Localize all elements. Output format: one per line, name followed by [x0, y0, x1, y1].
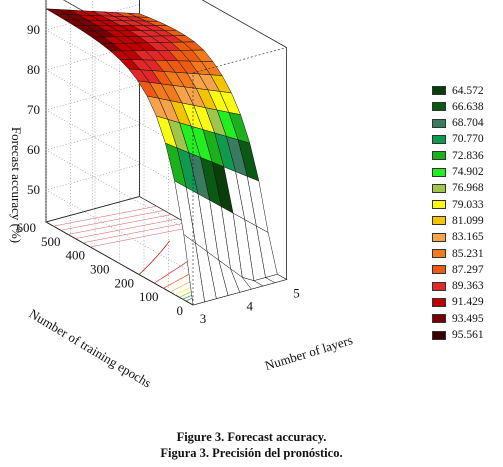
y-tick-label: 0: [177, 303, 184, 318]
legend-item: 89.363: [432, 280, 484, 293]
floor-contour-line: [82, 222, 187, 244]
legend-item: 74.902: [432, 166, 484, 179]
legend-swatch: [432, 330, 446, 340]
legend-item: 76.968: [432, 182, 484, 195]
legend-item: 85.231: [432, 247, 484, 260]
z-axis-label: Forecast accuracy (%): [9, 127, 24, 243]
legend-item: 64.572: [432, 84, 484, 97]
x-tick-label: 4: [247, 298, 254, 313]
legend-label: 74.902: [452, 166, 484, 178]
floor-contour-line: [53, 205, 157, 227]
y-tick-label: 200: [115, 275, 135, 290]
legend-label: 66.638: [452, 100, 484, 113]
y-axis-label: Number of training epochs: [27, 306, 154, 391]
z-tick-label: 50: [27, 182, 40, 197]
floor-contour-line: [90, 226, 194, 248]
y-tick-label: 100: [139, 289, 159, 304]
z-tick-label: 60: [27, 142, 40, 157]
legend-swatch: [432, 86, 446, 95]
legend-item: 93.495: [432, 312, 484, 325]
legend-label: 72.836: [452, 149, 484, 162]
legend-swatch: [432, 265, 446, 275]
legend-item: 81.099: [432, 214, 484, 227]
legend-label: 70.770: [452, 133, 484, 146]
floor-contour-line: [75, 218, 179, 239]
legend-item: 95.561: [432, 329, 484, 342]
legend-label: 79.033: [452, 198, 484, 211]
legend-swatch: [432, 151, 446, 161]
legend-label: 76.968: [452, 182, 484, 195]
caption-spanish: Figura 3. Precisión del pronóstico.: [160, 446, 343, 460]
legend-item: 70.770: [432, 133, 484, 146]
legend-swatch: [432, 102, 446, 112]
x-tick-label: 5: [293, 286, 300, 301]
y-tick-label: 600: [17, 220, 37, 235]
legend-swatch: [432, 249, 446, 258]
legend-item: 72.836: [432, 149, 484, 162]
legend-item: 68.704: [432, 117, 484, 130]
legend-item: 91.429: [432, 296, 484, 309]
z-gridline: [45, 164, 194, 274]
legend-label: 95.561: [452, 329, 484, 341]
legend-swatch: [432, 118, 446, 128]
z-gridline: [45, 44, 194, 154]
legend-item: 66.638: [432, 100, 484, 113]
legend-label: 64.572: [452, 84, 484, 97]
legend-swatch: [432, 200, 446, 210]
caption-english: Figure 3. Forecast accuracy.: [176, 430, 327, 444]
floor-contour-line: [67, 214, 172, 235]
legend-label: 81.099: [452, 214, 484, 227]
legend-label: 83.165: [452, 231, 484, 244]
top-front-edge: [192, 47, 287, 74]
legend-label: 68.704: [452, 117, 484, 130]
legend-label: 93.495: [452, 312, 484, 325]
legend-label: 87.297: [452, 263, 484, 276]
legend-swatch: [432, 297, 446, 307]
legend-item: 83.165: [432, 231, 484, 244]
legend-swatch: [432, 314, 446, 324]
legend-label: 91.429: [452, 296, 484, 309]
legend-swatch: [432, 134, 446, 144]
legend-label: 85.231: [452, 247, 484, 260]
legend-swatch: [432, 216, 446, 226]
surface-cell: [264, 274, 288, 283]
z-tick-label: 70: [27, 102, 40, 117]
legend-swatch: [432, 167, 446, 177]
legend-swatch: [432, 232, 446, 242]
floor-contour-line: [138, 240, 170, 275]
legend-item: 87.297: [432, 263, 484, 276]
z-tick-label: 90: [27, 22, 40, 37]
y-tick-label: 500: [41, 234, 61, 249]
legend-item: 79.033: [432, 198, 484, 211]
x-tick-label: 3: [200, 311, 207, 326]
x-axis-label: Number of layers: [263, 332, 354, 373]
floor-contour-line: [60, 210, 165, 231]
z-tick-label: 80: [27, 62, 40, 77]
legend-swatch: [432, 183, 446, 193]
y-tick-label: 300: [90, 262, 110, 277]
legend-swatch: [432, 281, 446, 291]
y-tick-label: 400: [66, 248, 86, 263]
legend-label: 89.363: [452, 280, 484, 293]
